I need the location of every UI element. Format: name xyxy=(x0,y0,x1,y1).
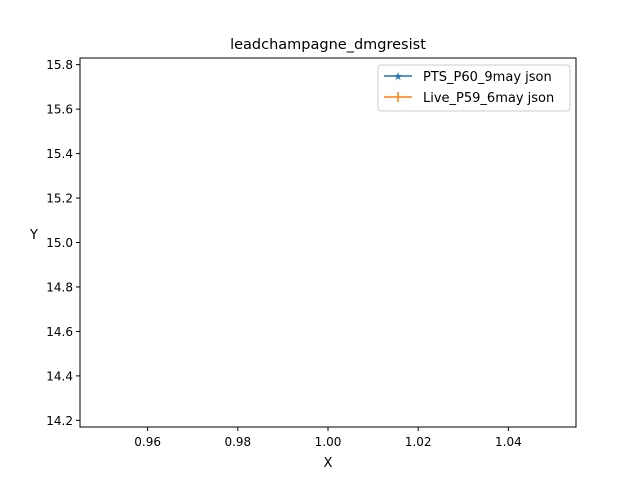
y-tick-label: 15.0 xyxy=(46,236,73,250)
y-tick-label: 14.8 xyxy=(46,280,73,294)
plot-area xyxy=(80,58,576,427)
x-tick-label: 1.00 xyxy=(315,435,342,449)
x-tick-label: 1.04 xyxy=(495,435,522,449)
x-tick-label: 1.02 xyxy=(405,435,432,449)
y-tick-label: 14.6 xyxy=(46,325,73,339)
legend-frame xyxy=(377,64,571,112)
legend-label-live-p59: Live_P59_6may json xyxy=(423,91,554,106)
x-axis: 0.96 0.98 1.00 1.02 1.04 xyxy=(134,427,522,449)
y-tick-label: 14.4 xyxy=(46,369,73,383)
x-tick-label: 0.98 xyxy=(224,435,251,449)
y-tick-label: 15.8 xyxy=(46,58,73,72)
y-tick-label: 15.2 xyxy=(46,192,73,206)
y-axis-label: Y xyxy=(29,228,38,243)
plot-frame xyxy=(79,57,577,428)
chart-title: leadchampagne_dmgresist xyxy=(230,37,426,53)
x-tick-label: 0.96 xyxy=(134,435,161,449)
x-axis-label: X xyxy=(324,456,333,471)
y-tick-label: 15.6 xyxy=(46,103,73,117)
legend-marker-pts-p60-star-icon: ★ xyxy=(393,70,403,83)
y-tick-label: 15.4 xyxy=(46,147,73,161)
y-tick-label: 14.2 xyxy=(46,414,73,428)
y-axis: 14.2 14.4 14.6 14.8 15.0 15.2 15.4 15.6 15.8 xyxy=(46,58,80,428)
legend: ★ PTS_P60_9may json Live_P59_6may json xyxy=(377,64,571,112)
legend-label-pts-p60: PTS_P60_9may json xyxy=(423,70,552,85)
